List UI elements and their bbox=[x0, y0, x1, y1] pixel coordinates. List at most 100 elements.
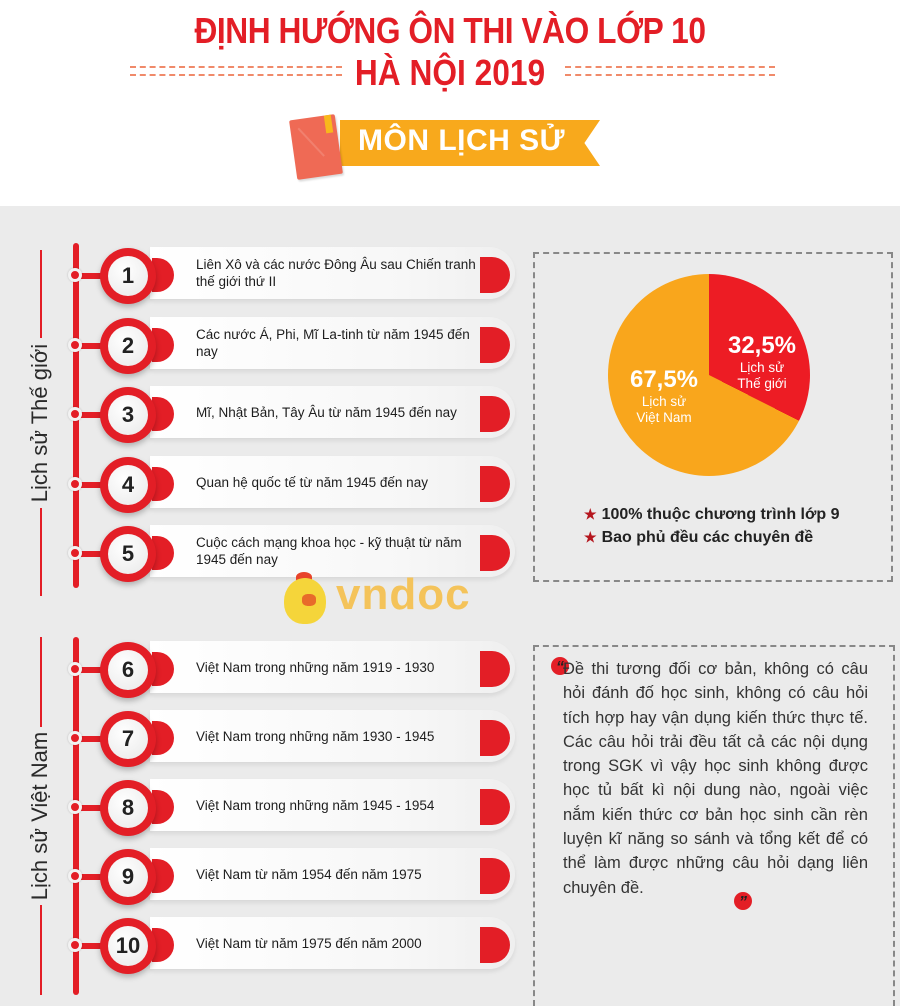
topic-card bbox=[150, 317, 515, 369]
connector bbox=[72, 667, 112, 673]
card-cap bbox=[480, 466, 510, 502]
highlight-item: ★ Bao phủ đều các chuyên đề bbox=[584, 526, 839, 549]
half-disc bbox=[152, 652, 174, 686]
card-cap bbox=[480, 927, 510, 963]
topic-item-1: Liên Xô và các nước Đông Âu sau Chiến tr… bbox=[0, 247, 520, 304]
timeline-dot bbox=[68, 338, 82, 352]
number-badge: 9 bbox=[100, 849, 156, 905]
number-label: 7 bbox=[108, 719, 148, 759]
card-cap bbox=[480, 535, 510, 571]
open-quote-icon: “ bbox=[551, 657, 569, 676]
topic-card bbox=[150, 917, 515, 969]
number-badge: 5 bbox=[100, 526, 156, 582]
timeline-spine-vietnam bbox=[73, 637, 79, 995]
title-divider-right bbox=[565, 66, 775, 76]
highlight-text: 100% thuộc chương trình lớp 9 bbox=[601, 506, 840, 523]
highlight-item: ★ 100% thuộc chương trình lớp 9 bbox=[584, 503, 839, 526]
connector bbox=[72, 343, 112, 349]
number-badge: 7 bbox=[100, 711, 156, 767]
page-subtitle: HÀ NỘI 2019 bbox=[354, 52, 546, 93]
topic-item-9: Việt Nam từ năm 1954 đến năm 1975 9 bbox=[0, 848, 520, 905]
vietnam-percentage: 67,5% bbox=[629, 366, 699, 393]
card-cap bbox=[480, 789, 510, 825]
timeline-dot bbox=[68, 731, 82, 745]
section-rule bbox=[40, 637, 42, 727]
watermark-text: vndoc bbox=[336, 570, 471, 619]
number-badge: 1 bbox=[100, 248, 156, 304]
number-badge: 6 bbox=[100, 642, 156, 698]
topic-text: Liên Xô và các nước Đông Âu sau Chiến tr… bbox=[196, 257, 476, 289]
number-badge: 4 bbox=[100, 457, 156, 513]
quote-box bbox=[533, 645, 895, 1006]
star-icon: ★ bbox=[584, 529, 597, 545]
topic-item-3: Mĩ, Nhật Bản, Tây Âu từ năm 1945 đến nay… bbox=[0, 386, 520, 443]
chicken-beak bbox=[302, 594, 316, 606]
pie-chart bbox=[608, 274, 810, 476]
world-percentage: 32,5% bbox=[727, 332, 797, 359]
quote-text: Đề thi tương đối cơ bản, không có câu hỏ… bbox=[563, 660, 868, 897]
subject-ribbon bbox=[340, 120, 600, 166]
connector bbox=[72, 874, 112, 880]
number-badge: 3 bbox=[100, 387, 156, 443]
number-label: 9 bbox=[108, 857, 148, 897]
subject-banner-label: MÔN LỊCH SỬ bbox=[358, 124, 566, 157]
title-divider-left bbox=[130, 66, 342, 76]
highlight-text: Bao phủ đều các chuyên đề bbox=[601, 529, 814, 546]
number-label: 2 bbox=[108, 326, 148, 366]
topic-text: Cuộc cách mạng khoa học - kỹ thuật từ nă… bbox=[196, 535, 462, 567]
connector bbox=[72, 551, 112, 557]
topic-text: Việt Nam trong những năm 1919 - 1930 bbox=[196, 659, 435, 675]
half-disc bbox=[152, 328, 174, 362]
section-rule bbox=[40, 905, 42, 995]
page-title: ĐỊNH HƯỚNG ÔN THI VÀO LỚP 10 bbox=[194, 10, 706, 51]
card-cap bbox=[480, 720, 510, 756]
timeline-dot bbox=[68, 407, 82, 421]
half-disc bbox=[152, 397, 174, 431]
topic-card bbox=[150, 386, 515, 438]
number-label: 10 bbox=[108, 926, 148, 966]
connector bbox=[72, 943, 112, 949]
half-disc bbox=[152, 467, 174, 501]
number-label: 4 bbox=[108, 465, 148, 505]
number-label: 5 bbox=[108, 534, 148, 574]
topic-card bbox=[150, 779, 515, 831]
topic-text: Việt Nam trong những năm 1930 - 1945 bbox=[196, 728, 435, 744]
chicken-comb bbox=[296, 572, 312, 582]
section-rule bbox=[40, 508, 42, 596]
topic-item-6: Việt Nam trong những năm 1919 - 1930 6 bbox=[0, 641, 520, 698]
world-label-line1: Lịch sử bbox=[739, 360, 785, 375]
topic-item-8: Việt Nam trong những năm 1945 - 1954 8 bbox=[0, 779, 520, 836]
connector bbox=[72, 482, 112, 488]
pie-label-world: 32,5% Lịch sử Thế giới bbox=[722, 332, 802, 392]
timeline-dot bbox=[68, 869, 82, 883]
connector bbox=[72, 412, 112, 418]
topic-card bbox=[150, 848, 515, 900]
vietnam-label-line2: Việt Nam bbox=[636, 410, 692, 425]
chart-box bbox=[533, 252, 893, 582]
topic-item-7: Việt Nam trong những năm 1930 - 1945 7 bbox=[0, 710, 520, 767]
card-cap bbox=[480, 396, 510, 432]
half-disc bbox=[152, 790, 174, 824]
half-disc bbox=[152, 536, 174, 570]
book-icon bbox=[289, 114, 343, 180]
number-label: 6 bbox=[108, 650, 148, 690]
half-disc bbox=[152, 859, 174, 893]
card-cap bbox=[480, 327, 510, 363]
timeline-dot bbox=[68, 800, 82, 814]
number-badge: 8 bbox=[100, 780, 156, 836]
half-disc bbox=[152, 721, 174, 755]
topic-text: Việt Nam từ năm 1975 đến năm 2000 bbox=[196, 935, 422, 951]
topic-text: Việt Nam trong những năm 1945 - 1954 bbox=[196, 797, 435, 813]
topic-card bbox=[150, 641, 515, 693]
timeline-dot bbox=[68, 546, 82, 560]
world-label-line2: Thế giới bbox=[737, 376, 787, 391]
number-label: 1 bbox=[108, 256, 148, 296]
topic-item-4: Quan hệ quốc tế từ năm 1945 đến nay 4 bbox=[0, 456, 520, 513]
half-disc bbox=[152, 928, 174, 962]
card-cap bbox=[480, 651, 510, 687]
connector bbox=[72, 805, 112, 811]
topic-item-10: Việt Nam từ năm 1975 đến năm 2000 10 bbox=[0, 917, 520, 974]
number-label: 3 bbox=[108, 395, 148, 435]
topic-card bbox=[150, 710, 515, 762]
card-cap bbox=[480, 257, 510, 293]
